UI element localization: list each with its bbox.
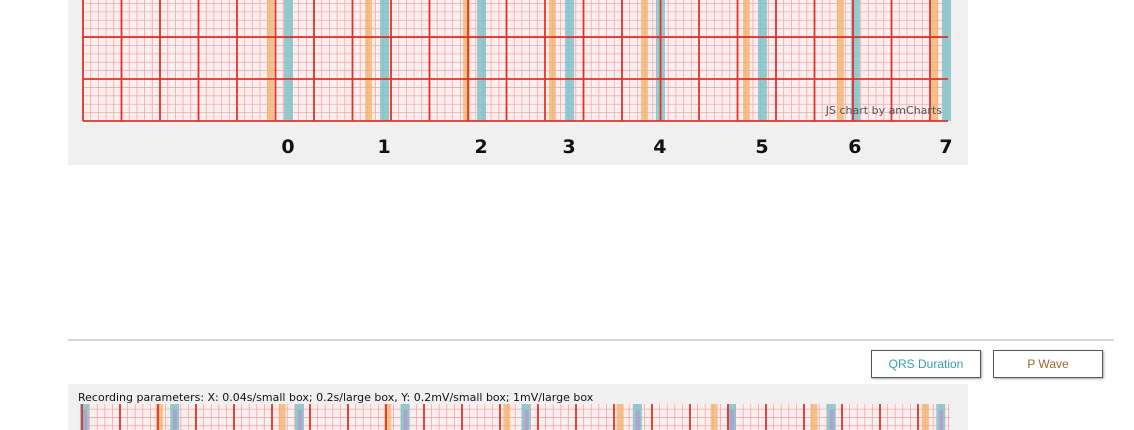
p-wave-band (616, 404, 624, 430)
overview-strip[interactable] (68, 404, 968, 430)
p-wave-button[interactable]: P Wave (993, 350, 1103, 378)
overview-panel: Recording parameters: X: 0.04s/small box… (68, 384, 968, 430)
amcharts-credit[interactable]: JS chart by amCharts (825, 104, 942, 117)
wave-marker (829, 410, 834, 430)
beat-label: 2 (474, 136, 488, 158)
ecg-chart (82, 0, 951, 122)
p-wave-band (836, 0, 844, 121)
p-wave-band (810, 404, 818, 430)
p-wave-band (266, 0, 274, 121)
p-wave-band (463, 0, 471, 121)
wave-marker (403, 410, 408, 430)
p-wave-band (365, 0, 373, 121)
wave-marker (524, 410, 529, 430)
beat-label: 6 (848, 136, 862, 158)
qrs-band (477, 0, 487, 121)
qrs-band (757, 0, 767, 121)
beat-label: 5 (755, 136, 769, 158)
qrs-band (565, 0, 575, 121)
p-wave-band (710, 404, 718, 430)
qrs-band (380, 0, 390, 121)
qrs-band (284, 0, 294, 121)
p-wave-band (384, 404, 392, 430)
recording-parameters: Recording parameters: X: 0.04s/small box… (78, 391, 594, 404)
qrs-band (941, 0, 951, 121)
p-wave-band (742, 0, 750, 121)
p-wave-band (278, 404, 286, 430)
wave-marker (297, 410, 302, 430)
p-wave-band (548, 0, 556, 121)
beat-label: 0 (281, 136, 295, 158)
beat-label: 1 (377, 136, 391, 158)
qrs-band (850, 0, 860, 121)
p-wave-band (503, 404, 511, 430)
beat-label: 4 (653, 136, 667, 158)
beat-label: 7 (939, 136, 953, 158)
wave-marker (939, 410, 944, 430)
divider (68, 339, 1114, 341)
p-wave-band (921, 404, 929, 430)
p-wave-band (155, 404, 163, 430)
wave-marker (173, 410, 178, 430)
p-wave-band (640, 0, 648, 121)
wave-marker (729, 410, 734, 430)
beat-label: 3 (562, 136, 576, 158)
qrs-duration-button[interactable]: QRS Duration (871, 350, 981, 378)
p-wave-band (930, 0, 938, 121)
ecg-chart-panel: JS chart by amCharts 0 1 2 3 4 5 6 7 (68, 0, 968, 165)
grid-background (83, 0, 948, 121)
wave-marker (635, 410, 640, 430)
wave-marker (82, 410, 87, 430)
